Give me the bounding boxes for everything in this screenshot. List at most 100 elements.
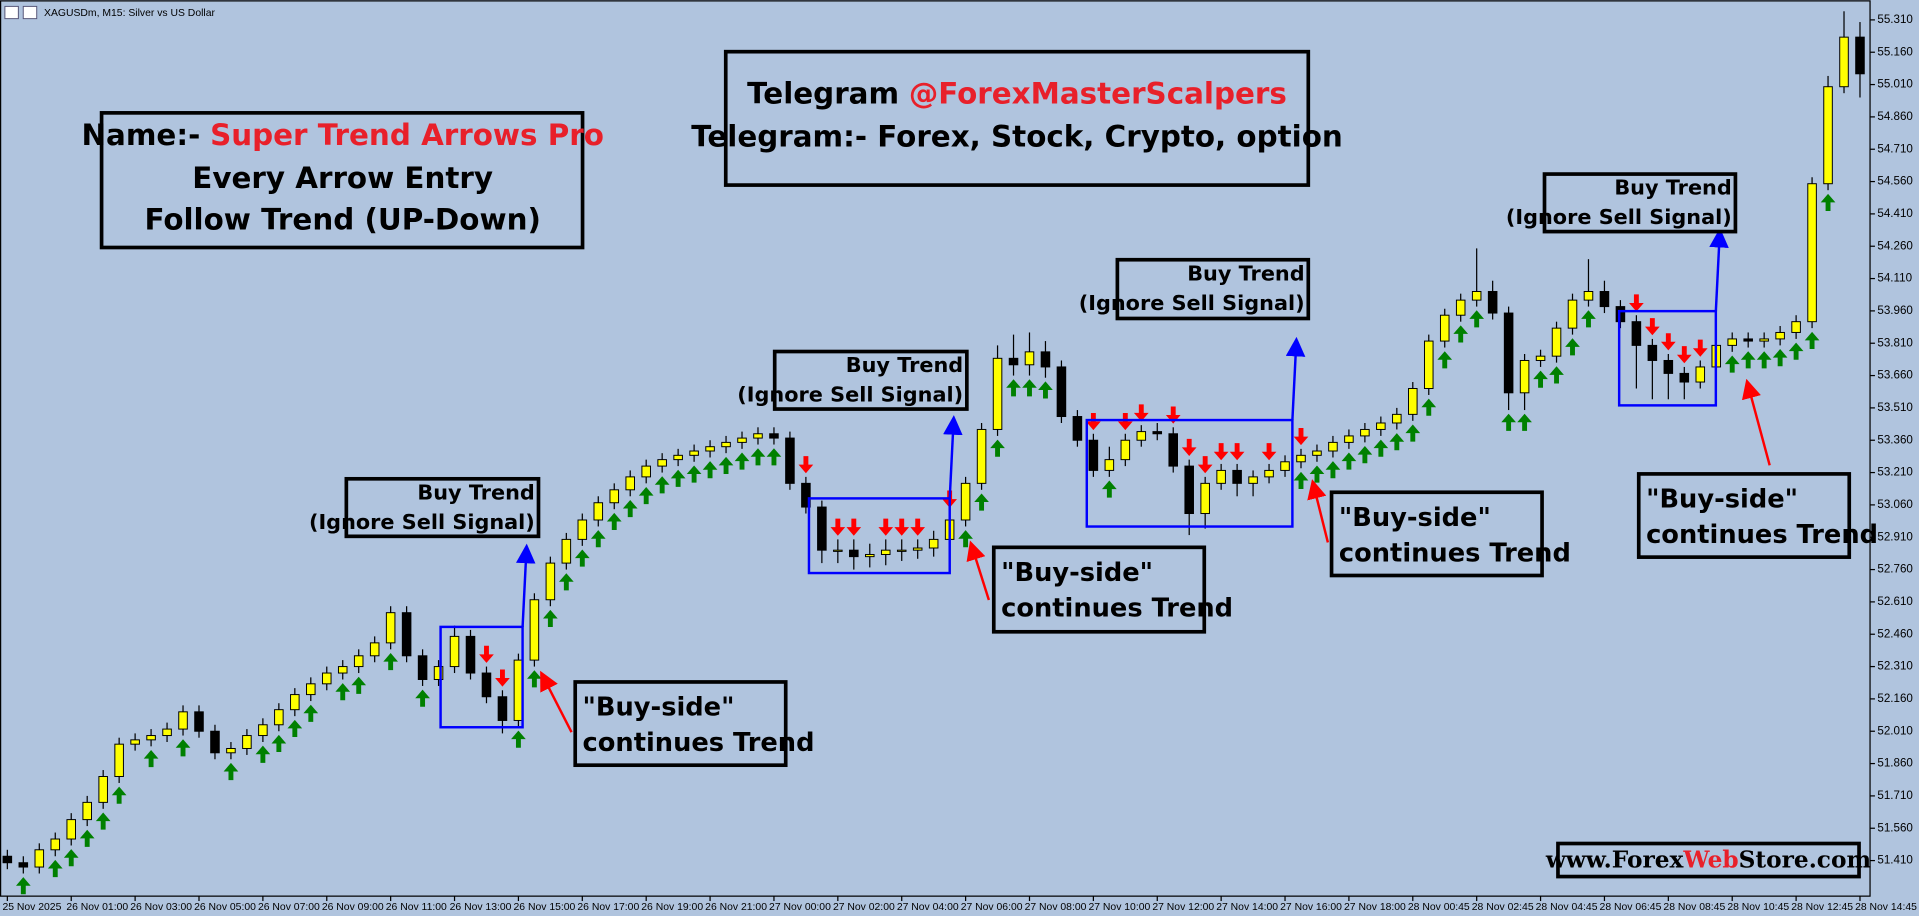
candle-body	[737, 437, 747, 443]
candle-body	[1056, 366, 1067, 418]
candle-body	[817, 506, 827, 551]
buy-arrow	[543, 609, 558, 628]
candle-body	[194, 711, 204, 732]
candle-body	[353, 655, 364, 668]
buy-arrow	[1022, 379, 1037, 397]
candle-body	[801, 482, 811, 508]
buy-arrow	[415, 689, 430, 707]
text-part: Telegram:- Forex, Stock, Crypto, option	[691, 119, 1343, 153]
y-tick-label: 54.260	[1877, 239, 1913, 252]
buy-arrow	[175, 739, 191, 757]
candle-body	[34, 849, 45, 868]
sell-arrow	[1629, 294, 1644, 312]
pointer-arrow	[1741, 378, 1771, 466]
buy-arrow	[1102, 480, 1117, 498]
candle-body	[1312, 450, 1322, 456]
buy-arrow	[111, 786, 127, 804]
text-part: continues Trend	[1339, 538, 1571, 568]
candle-body	[417, 655, 428, 680]
x-tick-label: 26 Nov 11:00	[386, 902, 447, 913]
candle-body	[1184, 465, 1194, 515]
y-tick-label: 52.460	[1877, 627, 1913, 640]
buy-arrow	[1038, 381, 1053, 399]
buy-trend-box	[1542, 172, 1738, 234]
x-tick-label: 28 Nov 00:45	[1408, 902, 1470, 913]
buy-arrow	[1309, 465, 1325, 483]
buy-side-quote: "Buy-side"	[1001, 558, 1153, 588]
buy-arrow	[143, 749, 159, 768]
candle-body	[1455, 299, 1466, 316]
y-tick-label: 53.360	[1877, 433, 1913, 446]
candle-body	[130, 739, 140, 745]
buy-arrow	[1357, 446, 1373, 464]
sell-arrow	[878, 518, 894, 536]
sell-arrow	[479, 645, 494, 663]
y-tick-label: 51.860	[1877, 757, 1913, 770]
text-part: (Ignore Sell Signal)	[1506, 205, 1732, 229]
candle-body	[1024, 351, 1035, 366]
y-tick-label: 52.160	[1877, 692, 1913, 705]
y-tick-label: 53.510	[1877, 401, 1913, 414]
candle-body	[1535, 355, 1546, 361]
buy-arrow	[303, 704, 319, 722]
buy-arrow	[1820, 193, 1836, 211]
range-box	[439, 625, 524, 729]
candle-body	[609, 489, 620, 504]
pointer-arrow	[966, 540, 991, 601]
website-box	[1556, 841, 1861, 879]
candle-body	[1264, 469, 1274, 478]
x-tick-label: 28 Nov 02:45	[1472, 902, 1534, 913]
sell-arrow	[910, 518, 926, 536]
candle-body	[529, 599, 540, 661]
sell-arrow	[1086, 412, 1101, 431]
sell-arrow	[798, 456, 814, 474]
buy-trend-box	[344, 476, 541, 539]
buy-arrow	[1469, 310, 1485, 328]
candle-body	[1839, 36, 1849, 88]
candle-body	[1088, 439, 1099, 471]
candle-body	[98, 776, 108, 803]
candle-body	[641, 465, 651, 478]
candle-body	[721, 441, 731, 448]
candle-body	[2, 855, 13, 864]
text-part: "Buy-side"	[1646, 484, 1798, 514]
candle-body	[1072, 416, 1083, 441]
x-tick-label: 26 Nov 03:00	[130, 902, 192, 913]
text-part: "Buy-side"	[583, 692, 735, 722]
x-tick-label: 26 Nov 05:00	[194, 902, 256, 913]
candle-body	[880, 549, 891, 555]
candle-body	[1679, 372, 1690, 383]
buy-trend-title: Buy Trend	[846, 353, 963, 377]
candle-body	[1471, 291, 1482, 301]
candle-body	[1104, 459, 1115, 471]
y-tick-label: 54.560	[1877, 175, 1913, 188]
buy-side-text: continues Trend	[1001, 593, 1233, 623]
name-line: Name:- Super Trend Arrows Pro	[81, 118, 603, 152]
buy-arrow	[734, 452, 750, 470]
candle-body	[1152, 431, 1163, 435]
y-tick-label: 55.160	[1877, 45, 1913, 58]
x-tick-label: 27 Nov 02:00	[833, 902, 895, 913]
buy-trend-note: (Ignore Sell Signal)	[1506, 205, 1732, 229]
window-icon	[4, 5, 19, 20]
candle-body	[1296, 454, 1306, 463]
buy-arrow	[718, 456, 734, 474]
trend-arrow	[1709, 227, 1729, 312]
candle-body	[785, 437, 795, 484]
buy-arrow	[622, 499, 638, 518]
y-tick-label: 53.060	[1877, 498, 1913, 511]
candle-body	[849, 549, 859, 558]
buy-arrow	[15, 877, 31, 895]
trend-arrow	[943, 415, 963, 499]
buy-arrow	[1389, 433, 1405, 451]
candle-body	[449, 635, 460, 668]
candle-body	[1344, 435, 1354, 443]
buy-trend-note: (Ignore Sell Signal)	[309, 510, 535, 534]
text-part: (Ignore Sell Signal)	[309, 510, 535, 534]
buy-arrow	[1405, 424, 1421, 442]
name-box	[99, 111, 585, 250]
candle-body	[401, 612, 412, 657]
candle-body	[465, 635, 476, 674]
y-tick-label: 52.310	[1877, 660, 1913, 673]
